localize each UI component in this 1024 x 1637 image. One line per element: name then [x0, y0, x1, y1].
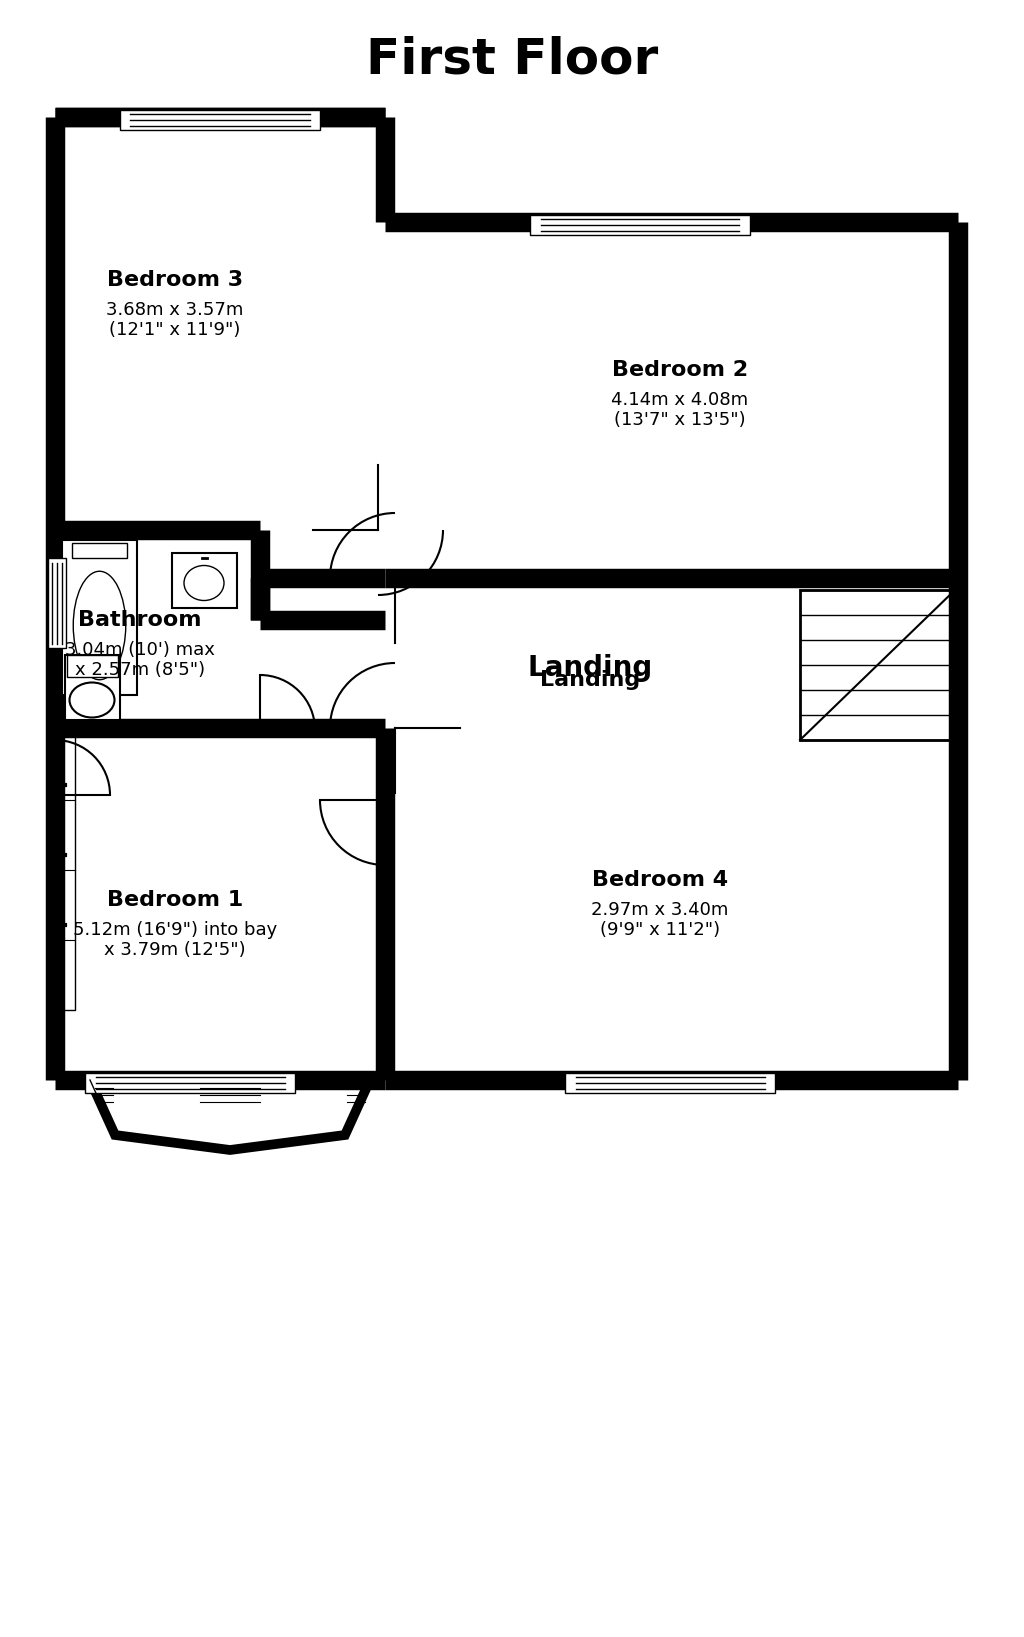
Bar: [257, 620, 957, 730]
Text: Bedroom 3: Bedroom 3: [106, 270, 243, 290]
Bar: [85, 1072, 295, 1094]
Text: Landing: Landing: [527, 655, 652, 683]
Text: Bedroom 2: Bedroom 2: [612, 360, 749, 380]
Text: First Floor: First Floor: [366, 36, 658, 83]
Bar: [48, 558, 66, 648]
Text: Bedroom 1: Bedroom 1: [106, 891, 243, 910]
Bar: [390, 725, 961, 1080]
Text: 5.12m (16'9") into bay
x 3.79m (12'5"): 5.12m (16'9") into bay x 3.79m (12'5"): [73, 920, 278, 959]
Bar: [65, 655, 120, 720]
Bar: [62, 530, 257, 725]
Bar: [120, 110, 319, 129]
Text: Bathroom: Bathroom: [78, 611, 202, 630]
Bar: [72, 543, 127, 558]
Bar: [800, 589, 955, 740]
Bar: [387, 223, 957, 576]
Text: 3.04m (10') max
x 2.57m (8'5"): 3.04m (10') max x 2.57m (8'5"): [66, 640, 215, 679]
Bar: [257, 530, 377, 620]
Bar: [172, 553, 237, 607]
Ellipse shape: [70, 683, 115, 717]
Bar: [530, 214, 750, 236]
Text: Landing: Landing: [540, 670, 640, 691]
Polygon shape: [90, 1080, 370, 1151]
Bar: [62, 116, 377, 532]
Bar: [55, 730, 75, 1010]
Text: Bedroom 4: Bedroom 4: [592, 869, 728, 891]
Bar: [62, 725, 377, 1080]
Text: 4.14m x 4.08m
(13'7" x 13'5"): 4.14m x 4.08m (13'7" x 13'5"): [611, 391, 749, 429]
Bar: [565, 1072, 775, 1094]
Text: 3.68m x 3.57m
(12'1" x 11'9"): 3.68m x 3.57m (12'1" x 11'9"): [106, 301, 244, 339]
Bar: [62, 540, 137, 696]
Text: 2.97m x 3.40m
(9'9" x 11'2"): 2.97m x 3.40m (9'9" x 11'2"): [591, 900, 729, 940]
Bar: [67, 655, 118, 678]
